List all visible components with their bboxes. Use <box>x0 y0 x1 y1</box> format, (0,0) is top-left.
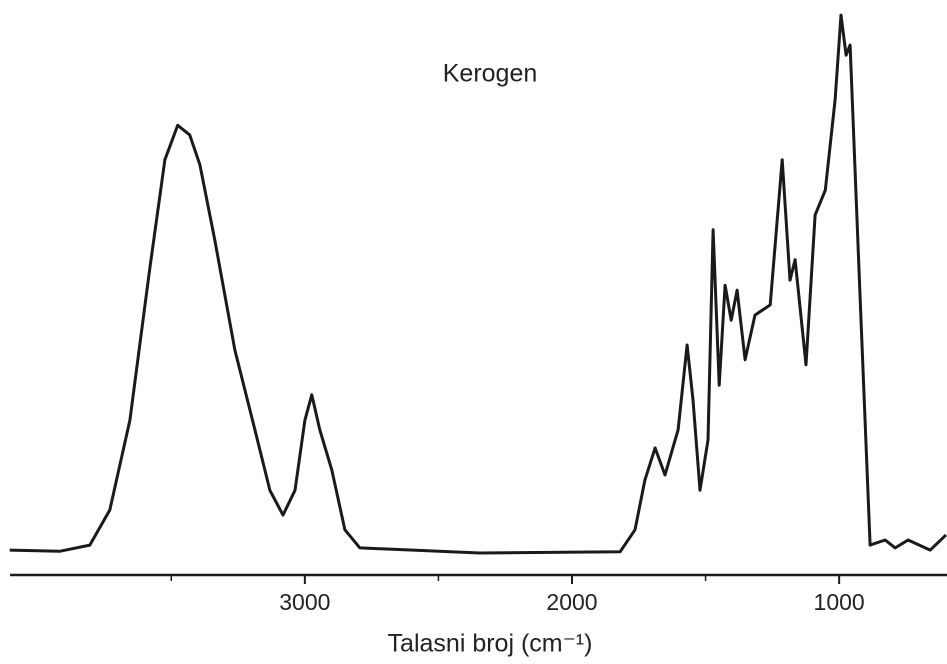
x-tick-label: 1000 <box>814 589 865 615</box>
x-tick-label: 2000 <box>546 589 597 615</box>
spectrum-line <box>9 13 947 555</box>
x-tick-label: 3000 <box>279 589 330 615</box>
chart-title: Kerogen <box>443 60 538 88</box>
x-axis-label: Talasni broj (cm⁻¹) <box>388 630 593 658</box>
